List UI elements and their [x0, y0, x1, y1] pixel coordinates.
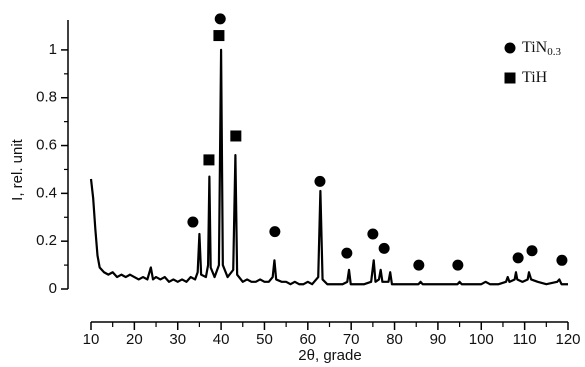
phase-marker — [367, 228, 379, 240]
x-tick-label: 40 — [213, 331, 230, 348]
legend-name: TiN — [522, 39, 548, 56]
x-tick-label: 20 — [126, 331, 143, 348]
y-tick-label: 1 — [49, 41, 57, 58]
legend-subscript: 0.3 — [547, 46, 561, 58]
x-tick-label: 60 — [299, 331, 316, 348]
x-tick-label: 80 — [386, 331, 403, 348]
phase-marker — [378, 242, 390, 254]
x-tick-label: 120 — [555, 331, 580, 348]
phase-marker — [187, 216, 199, 228]
x-tick-label: 70 — [343, 331, 360, 348]
legend-label: TiH — [522, 69, 548, 86]
phase-marker — [213, 30, 225, 42]
x-tick-label: 30 — [169, 331, 186, 348]
phase-marker — [512, 252, 524, 264]
phase-marker — [341, 247, 353, 259]
x-tick-label: 90 — [430, 331, 447, 348]
legend-name: TiH — [522, 69, 548, 86]
phase-marker — [526, 245, 538, 257]
x-tick-label: 110 — [513, 331, 537, 348]
phase-marker — [203, 154, 215, 166]
x-tick-label: 10 — [83, 331, 100, 348]
y-tick-label: 0.8 — [36, 89, 57, 106]
y-axis-label: I, rel. unit — [9, 138, 26, 201]
x-axis-label: 2θ, grade — [298, 347, 361, 364]
legend-symbol — [504, 72, 516, 84]
phase-marker — [230, 130, 242, 142]
y-tick-label: 0.6 — [36, 137, 57, 154]
x-tick-label: 100 — [469, 331, 494, 348]
phase-marker — [314, 175, 326, 187]
phase-marker — [214, 13, 226, 25]
legend-symbol — [504, 42, 516, 54]
legend-label: TiN0.3 — [522, 39, 561, 58]
phase-marker — [269, 226, 281, 238]
xrd-pattern — [89, 48, 568, 286]
phase-marker — [452, 259, 464, 271]
phase-marker — [413, 259, 425, 271]
y-tick-label: 0.2 — [36, 232, 57, 249]
y-tick-label: 0.4 — [36, 184, 57, 201]
y-tick-label: 0 — [49, 280, 57, 297]
phase-marker — [556, 254, 568, 266]
x-tick-label: 50 — [256, 331, 273, 348]
